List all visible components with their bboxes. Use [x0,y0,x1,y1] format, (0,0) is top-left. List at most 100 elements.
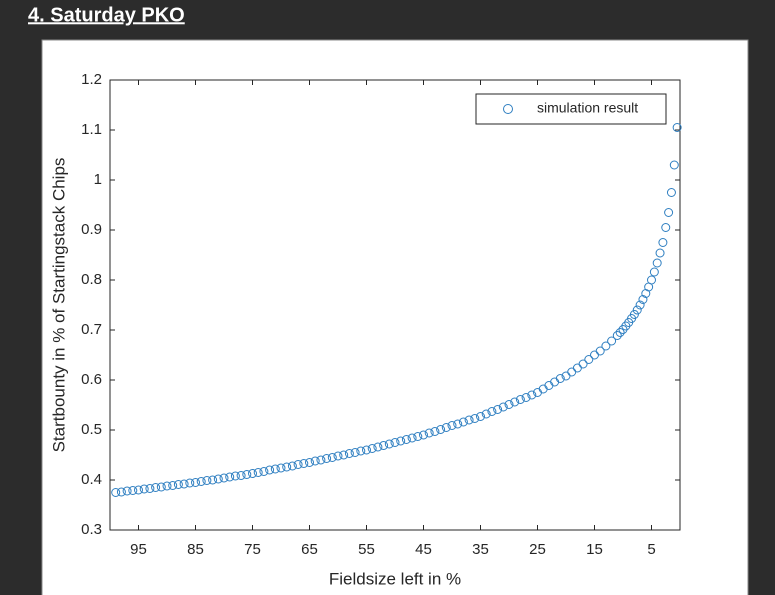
data-point [310,456,320,466]
data-point [270,464,280,474]
data-point [225,472,235,482]
data-point [156,482,166,492]
data-point [282,462,292,472]
data-point [316,455,326,465]
data-point [293,460,303,469]
data-point [236,471,246,480]
data-point [111,488,121,497]
data-point [441,423,451,432]
data-point [173,480,183,489]
data-point [647,275,656,285]
data-point [638,295,648,304]
data-point [487,407,497,416]
data-point [481,409,491,419]
data-point [458,417,468,427]
data-point [396,436,406,446]
data-point [196,477,206,486]
data-point [339,450,349,460]
data-point [168,481,178,490]
data-point [584,355,594,364]
data-point [122,486,132,496]
data-point [453,419,463,429]
data-point [379,441,389,450]
x-tick-label: 15 [586,541,603,558]
data-point [521,393,531,402]
x-tick-label: 85 [187,541,204,558]
data-point [116,487,126,497]
data-point [362,445,371,455]
data-point [208,475,218,485]
data-point [213,474,223,484]
x-tick-label: 55 [358,541,375,558]
y-tick-label: 0.7 [81,321,102,338]
legend: simulation result [475,93,667,125]
data-point [527,390,537,400]
data-point [179,479,189,489]
slide-title: 4. Saturday PKO [28,4,185,26]
data-point [390,438,400,447]
data-point [510,397,520,407]
data-point [287,461,297,471]
data-point [367,444,377,453]
data-point [447,421,457,430]
data-point [259,467,269,476]
y-tick-label: 0.6 [81,371,102,388]
data-point [612,331,622,340]
legend-box [475,93,667,125]
data-point [162,481,172,491]
data-point [344,449,354,458]
data-point [629,310,639,319]
y-tick-label: 0.9 [81,221,102,238]
data-point [356,446,366,456]
data-point [669,160,679,170]
data-point [498,402,508,412]
data-point [655,248,665,258]
data-point [151,483,161,492]
data-point [607,336,617,346]
data-point [436,425,446,434]
data-point [134,485,143,495]
x-tick-label: 45 [415,541,432,558]
data-point [202,476,212,485]
data-point [413,432,423,441]
x-tick-label: 25 [529,541,546,558]
data-point [464,415,474,425]
y-tick-label: 0.5 [81,421,102,438]
data-point [350,448,360,457]
data-point [515,395,525,404]
legend-marker [503,104,513,114]
data-point [493,405,503,414]
data-point [265,465,275,475]
data-point [327,453,337,462]
data-point [248,469,257,478]
y-tick-label: 0.8 [81,271,102,288]
data-point [253,468,263,477]
data-point [407,433,417,443]
data-point [476,412,485,421]
data-point [419,430,428,440]
data-point [401,435,411,444]
data-point [191,478,200,487]
data-point [666,188,676,197]
y-axis-label: Startbounty in % of Startingstack Chips [49,158,68,453]
data-point [658,238,668,247]
data-point [601,341,611,351]
data-point [664,208,674,217]
data-point [185,478,195,488]
legend-label: simulation result [537,100,638,116]
data-point [219,473,229,483]
data-point [230,471,240,481]
x-tick-label: 95 [130,541,147,558]
data-point [635,300,645,310]
data-point [299,459,309,468]
data-point [470,414,480,423]
y-tick-label: 1.2 [81,71,102,88]
data-point [649,267,659,277]
data-point [652,258,662,268]
data-point [504,400,514,409]
data-point [430,427,440,436]
data-point [661,223,671,232]
data-point [384,439,394,449]
data-point [139,484,149,494]
data-point [145,484,155,493]
